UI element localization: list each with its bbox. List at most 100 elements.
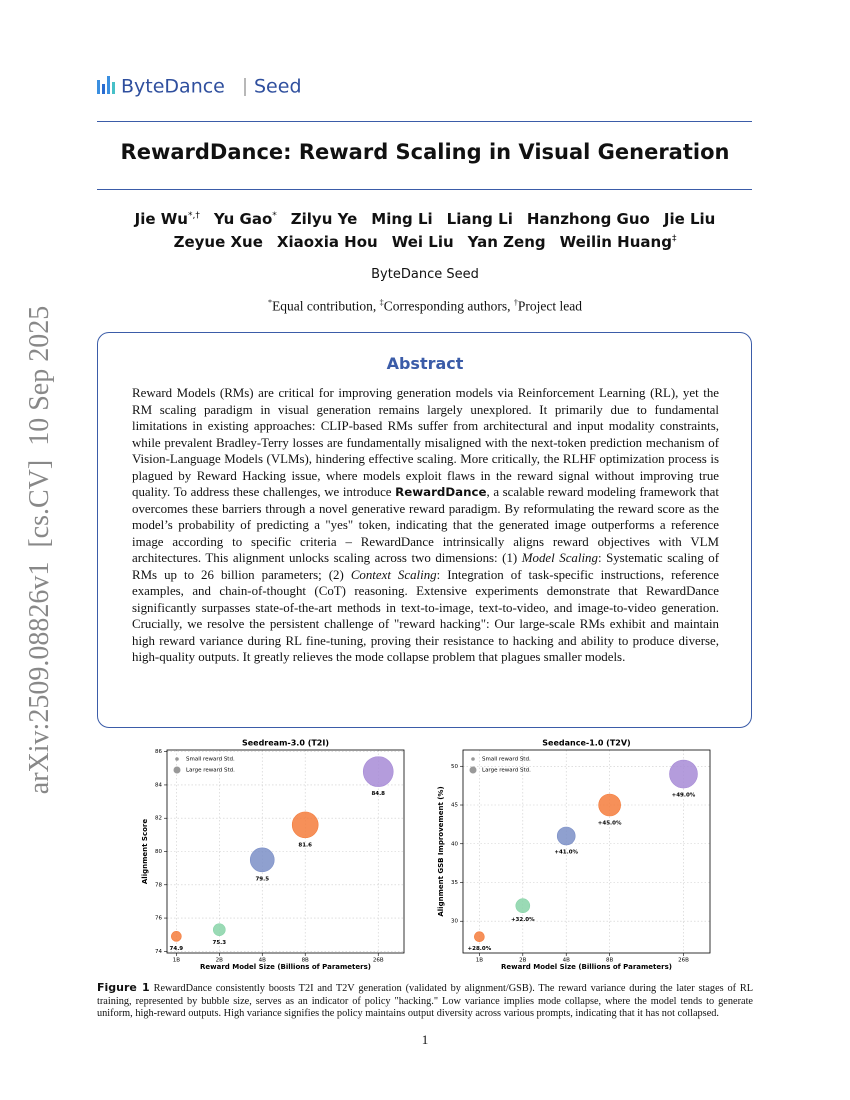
paper-title: RewardDance: Reward Scaling in Visual Ge…	[120, 140, 730, 164]
note-mark: ‡	[379, 298, 384, 307]
abstract-segment: Model Scaling	[521, 551, 598, 565]
abstract-text: Reward Models (RMs) are critical for imp…	[132, 385, 719, 666]
logo-bar	[97, 80, 100, 94]
author: Yu Gao*	[214, 210, 277, 228]
arxiv-label: arXiv:2509.08826v1 [cs.CV] 10 Sep 2025	[24, 305, 55, 795]
y-tick-label: 76	[155, 916, 162, 922]
author-name: Xiaoxia Hou	[276, 233, 378, 251]
author-line: Jie Wu*,† Yu Gao* Zilyu Ye Ming Li Liang Li H…	[0, 210, 850, 228]
author-mark: ‡	[671, 234, 677, 244]
x-tick-label: 4B	[563, 958, 570, 964]
y-tick-label: 45	[451, 803, 458, 809]
bubble	[515, 898, 531, 914]
author-line: Zeyue Xue Xiaoxia Hou Wei Liu Yan Zeng Weili…	[0, 233, 850, 251]
author: Yan Zeng	[468, 233, 546, 251]
legend-marker	[173, 766, 181, 774]
author-name: Zilyu Ye	[290, 210, 358, 228]
y-tick-label: 30	[451, 919, 458, 925]
y-tick-label: 80	[155, 849, 162, 855]
bubble	[291, 811, 319, 839]
value-label: +32.0%	[511, 917, 535, 923]
abstract-segment: : Integration of task-specific instructi…	[132, 567, 719, 665]
bubble	[474, 931, 485, 943]
x-tick-label: 8B	[606, 958, 613, 964]
x-tick-label: 26B	[373, 958, 384, 964]
abstract-heading: Abstract	[386, 354, 464, 373]
plot-frame	[166, 749, 405, 954]
x-tick-label: 2B	[216, 958, 223, 964]
x-tick-label: 8B	[302, 958, 309, 964]
note-text: Project lead	[517, 298, 582, 314]
x-tick-label: 26B	[678, 958, 689, 964]
y-tick-label: 40	[451, 841, 458, 847]
value-label: +49.0%	[672, 793, 696, 799]
abstract-segment: , a scalable reward modeling framework t…	[132, 485, 719, 565]
x-axis-label: Reward Model Size (Billions of Parameter…	[501, 963, 672, 971]
value-label: 81.6	[298, 842, 312, 848]
author-mark: *	[272, 211, 277, 221]
abstract-segment: : Systematic scaling of RMs up to 26 bil…	[132, 551, 719, 582]
note-text: Equal contribution,	[272, 298, 377, 314]
bubble	[212, 923, 226, 937]
value-label: +41.0%	[554, 850, 578, 856]
author: Hanzhong Guo	[527, 210, 650, 228]
note-mark: †	[513, 298, 518, 307]
logo-bar	[107, 76, 110, 94]
y-tick-label: 50	[451, 764, 458, 770]
y-tick-label: 84	[155, 782, 162, 788]
legend-label: Large reward Std.	[482, 768, 531, 774]
value-label: 79.5	[255, 876, 269, 882]
y-tick-label: 86	[155, 749, 162, 755]
legend-marker	[471, 757, 475, 761]
value-label: 75.3	[213, 940, 227, 946]
author: Zeyue Xue	[174, 233, 263, 251]
y-tick-label: 82	[155, 816, 162, 822]
abstract-segment: Reward Models (RMs) are critical for imp…	[132, 386, 719, 499]
bubble	[669, 759, 698, 789]
author: Liang Li	[447, 210, 513, 228]
value-label: +45.0%	[598, 821, 622, 827]
author: Ming Li	[371, 210, 432, 228]
legend-marker	[175, 757, 179, 761]
y-axis-label: Alignment GSB Improvement (%)	[437, 786, 445, 916]
author-name: Liang Li	[446, 210, 513, 228]
note-text: Corresponding authors,	[383, 298, 511, 314]
logo-bar	[112, 82, 115, 94]
author-name: Yan Zeng	[467, 233, 546, 251]
value-label: +28.0%	[468, 946, 492, 952]
bubble	[556, 826, 576, 846]
author: Weilin Huang‡	[560, 233, 677, 251]
x-tick-label: 4B	[259, 958, 266, 964]
affiliation: ByteDance Seed	[371, 267, 479, 282]
author-name: Hanzhong Guo	[526, 210, 650, 228]
rule	[97, 189, 752, 190]
x-tick-label: 1B	[476, 958, 483, 964]
author-mark: *,†	[187, 211, 200, 221]
page-number: 1	[421, 1032, 429, 1047]
bubble	[171, 931, 182, 942]
logo-sub: Seed	[254, 76, 302, 98]
logo: ByteDance Seed	[97, 76, 302, 98]
author-name: Ming Li	[371, 210, 433, 228]
author-name: Jie Wu	[134, 210, 188, 228]
note-mark: *	[268, 298, 273, 307]
caption-label: Figure 1	[97, 981, 150, 994]
rule	[97, 121, 752, 122]
value-label: 74.9	[170, 946, 184, 952]
author-name: Yu Gao	[213, 210, 273, 228]
y-axis-label: Alignment Score	[141, 819, 149, 884]
chart-title: Seedance-1.0 (T2V)	[542, 739, 630, 748]
x-tick-label: 1B	[173, 958, 180, 964]
x-axis-label: Reward Model Size (Billions of Parameter…	[200, 963, 371, 971]
legend-label: Large reward Std.	[186, 768, 235, 774]
abstract-box	[97, 332, 752, 728]
logo-bar	[102, 84, 105, 94]
bubble	[598, 793, 621, 817]
author: Zilyu Ye	[291, 210, 358, 228]
author-name: Jie Liu	[663, 210, 716, 228]
author: Jie Wu*,†	[135, 210, 200, 228]
author: Jie Liu	[664, 210, 716, 228]
abstract-segment: RewardDance	[395, 485, 487, 499]
